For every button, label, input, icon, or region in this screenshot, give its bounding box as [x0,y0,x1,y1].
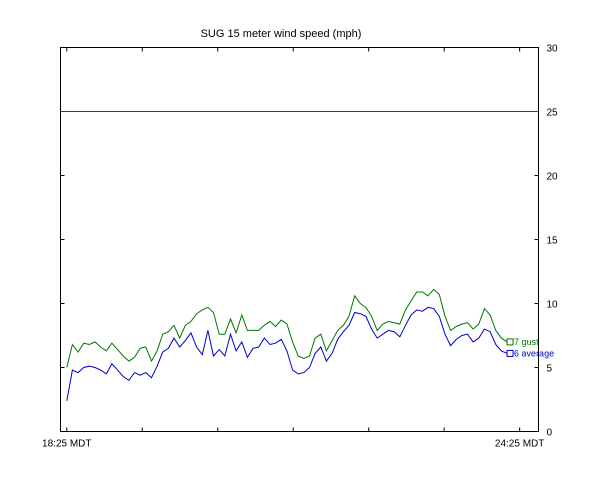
y-tick-label: 10 [547,300,559,311]
x-axis: 18:25 MDT 24:25 MDT [42,47,544,450]
series-line-average [66,306,508,401]
series-line-gust [66,288,508,368]
y-tick-label: 5 [547,364,553,375]
legend-marker-average [506,349,514,357]
x-tick-label: 24:25 MDT [495,439,544,450]
y-tick-label: 15 [547,236,559,247]
legend-label-average: 6 average [514,348,554,358]
legend-marker-gust [506,338,514,346]
chart-title: SUG 15 meter wind speed (mph) [201,28,362,40]
series-layer [66,288,508,401]
y-axis: 0 5 10 15 20 25 30 [60,44,559,439]
y-tick-label: 30 [547,44,559,55]
y-tick-label: 0 [547,428,553,439]
legend-label-gust: 7 gust [514,337,539,347]
x-tick-label: 18:25 MDT [42,439,91,450]
y-tick-label: 25 [547,108,559,119]
y-tick-label: 20 [547,172,559,183]
